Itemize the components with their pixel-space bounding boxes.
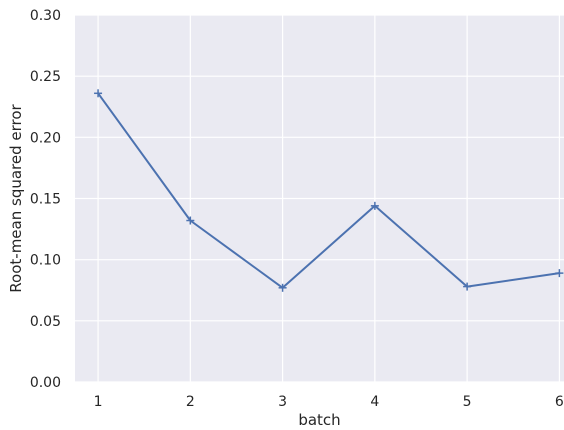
grid <box>75 14 564 383</box>
y-tick-label: 0.10 <box>30 253 61 269</box>
x-tick-label: 1 <box>94 394 103 410</box>
data-point-marker <box>463 282 472 291</box>
y-tick-label: 0.05 <box>30 314 61 330</box>
y-axis-label: Root-mean squared error <box>7 103 25 292</box>
x-axis-label: batch <box>298 411 340 429</box>
y-tick-label: 0.30 <box>30 8 61 24</box>
tick-labels: 0.00 0.05 0.10 0.15 0.20 0.25 0.30 1 2 3 4 5 6 <box>30 8 564 410</box>
x-tick-label: 5 <box>463 394 472 410</box>
y-tick-label: 0.20 <box>30 130 61 146</box>
data-point-marker <box>186 216 195 225</box>
x-tick-label: 3 <box>278 394 287 410</box>
data-point-marker <box>94 89 103 98</box>
y-tick-label: 0.15 <box>30 192 61 208</box>
x-tick-label: 4 <box>370 394 379 410</box>
x-tick-label: 6 <box>555 394 564 410</box>
y-tick-label: 0.25 <box>30 69 61 85</box>
series <box>94 89 564 292</box>
y-tick-label: 0.00 <box>30 375 61 391</box>
data-point-marker <box>278 283 287 292</box>
data-point-marker <box>555 269 564 278</box>
data-point-marker <box>370 201 379 210</box>
x-tick-label: 2 <box>186 394 195 410</box>
series-line <box>97 92 561 289</box>
